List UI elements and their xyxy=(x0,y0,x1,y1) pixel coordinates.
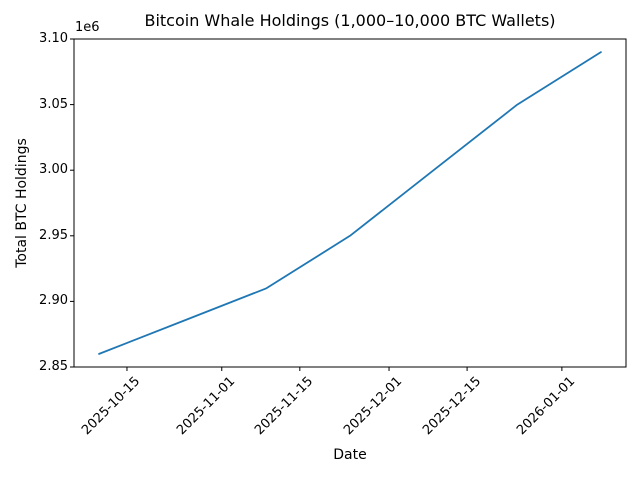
y-tick-label: 3.05 xyxy=(39,96,68,112)
plot-border xyxy=(73,38,627,368)
y-tick-label: 2.90 xyxy=(39,293,68,309)
y-axis-offset-label: 1e6 xyxy=(75,20,100,35)
y-tick-label: 3.00 xyxy=(39,162,68,178)
y-axis-label: Total BTC Holdings xyxy=(14,138,30,268)
chart-title: Bitcoin Whale Holdings (1,000–10,000 BTC… xyxy=(144,11,556,30)
y-tick-label: 3.10 xyxy=(39,31,68,46)
holdings-line xyxy=(98,51,602,355)
y-tick-label: 2.95 xyxy=(39,227,68,243)
x-axis-label: Date xyxy=(333,447,367,463)
y-tick-label: 2.85 xyxy=(39,359,68,374)
